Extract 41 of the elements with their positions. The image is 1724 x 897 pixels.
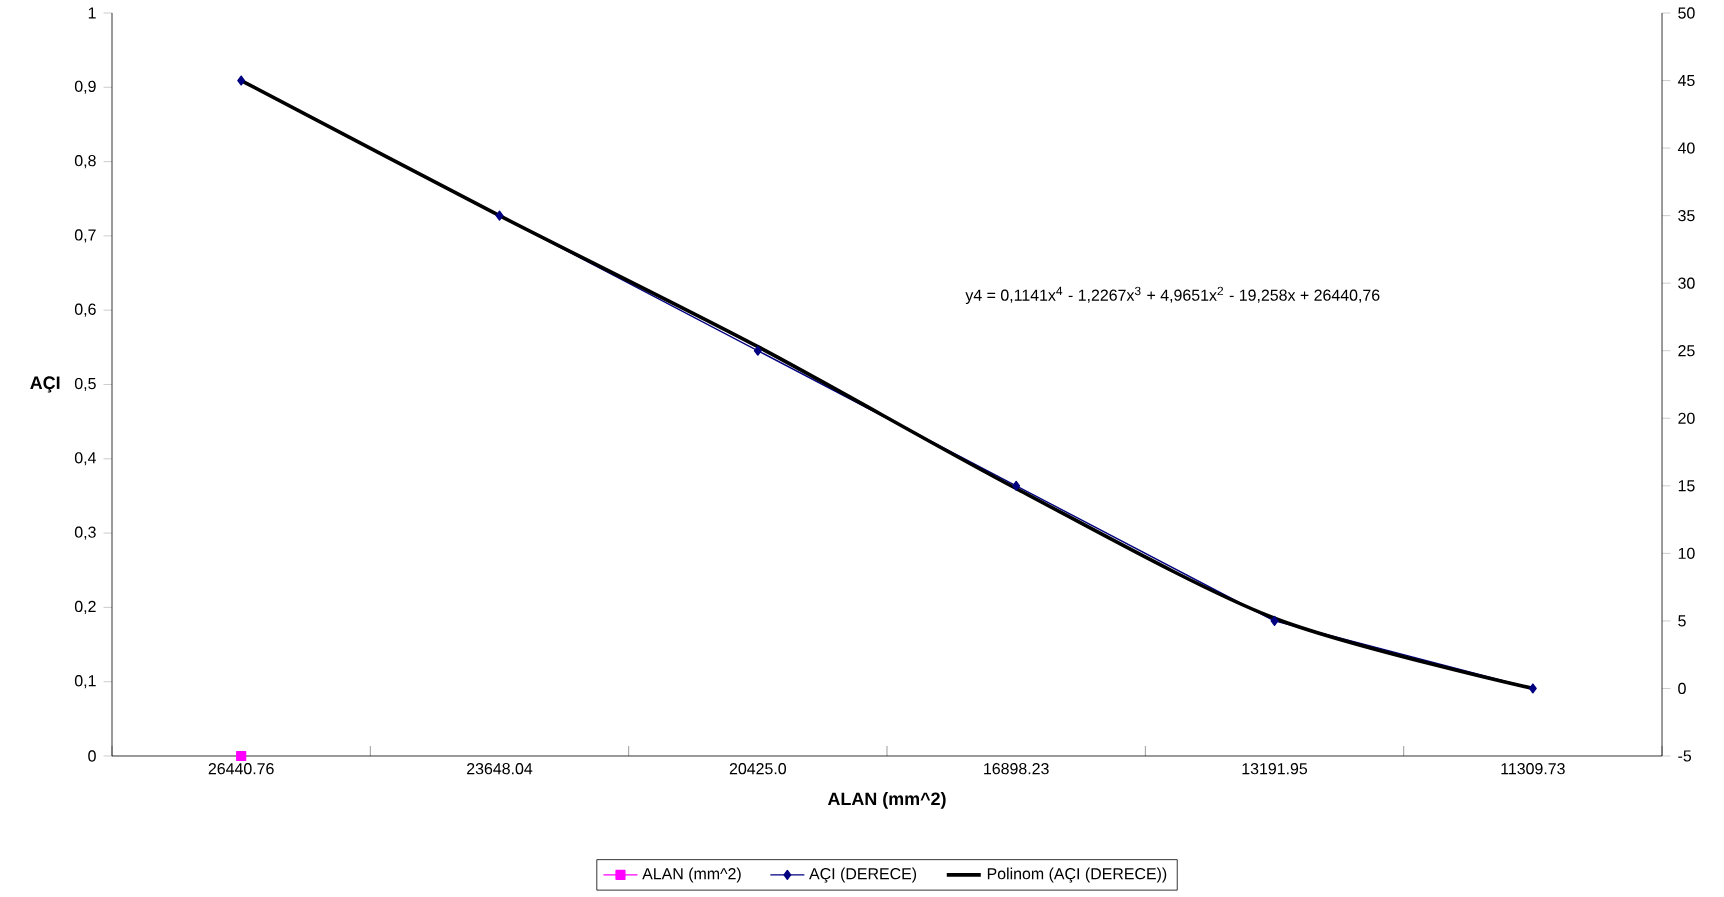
y2-tick-label: -5 (1678, 750, 1692, 762)
y2-tick-label: 25 (1678, 345, 1695, 357)
x-tick-label: 11309.73 (1501, 763, 1565, 775)
point (1012, 480, 1021, 491)
y-tick-label: 0 (88, 750, 96, 762)
point (1270, 615, 1279, 626)
y-tick-label: 0,5 (74, 377, 96, 392)
y2-tick-label: 5 (1678, 615, 1686, 627)
y2-tick-label: 10 (1678, 547, 1695, 560)
annotation: y4 = 0,1141x$^{4}$ - 1,2267x$^{3}$ + 4,9651x$^{2}$ - 19,258x + 26440,76 (965, 286, 1380, 304)
point (1528, 683, 1537, 694)
x-tick-label: 13191.95 (1242, 763, 1308, 775)
y-tick-label: 0,6 (74, 303, 96, 317)
y-tick-label: 0,1 (74, 675, 96, 689)
point (237, 75, 246, 86)
x-tick-label: 20425.0 (729, 763, 787, 775)
y-tick-label: 1 (88, 7, 96, 19)
y2-tick-label: 30 (1678, 277, 1695, 289)
y2-tick-label: 35 (1678, 210, 1695, 222)
legend-label: AÇI (DERECE) (809, 867, 917, 883)
x-tick-label: 26440.76 (208, 763, 274, 775)
y-tick-label: 0,3 (74, 526, 96, 540)
legend-label: Polinom (AÇI (DERECE)) (987, 867, 1167, 883)
y2-tick-label: 0 (1678, 682, 1686, 695)
legend-label: ALAN (mm^2) (642, 867, 741, 883)
point (753, 345, 762, 356)
point (495, 210, 504, 221)
x-tick-label: 23648.04 (467, 763, 533, 775)
y-tick-label: 0,4 (74, 452, 96, 466)
y-tick-label: 0,9 (74, 80, 96, 94)
x-axis-title: ALAN (mm^2) (827, 791, 946, 809)
y2-tick-label: 20 (1678, 412, 1695, 424)
y-tick-label: 0,7 (74, 229, 96, 243)
y2-tick-label: 45 (1677, 74, 1695, 87)
x-tick-label: 16898.23 (984, 763, 1049, 775)
y-axis-title: AÇI (30, 376, 60, 393)
y-tick-label: 0,8 (74, 155, 96, 169)
y2-tick-label: 50 (1678, 7, 1695, 19)
y-tick-label: 0,2 (74, 600, 96, 614)
y2-tick-label: 15 (1678, 480, 1695, 492)
y2-tick-label: 40 (1677, 142, 1695, 154)
